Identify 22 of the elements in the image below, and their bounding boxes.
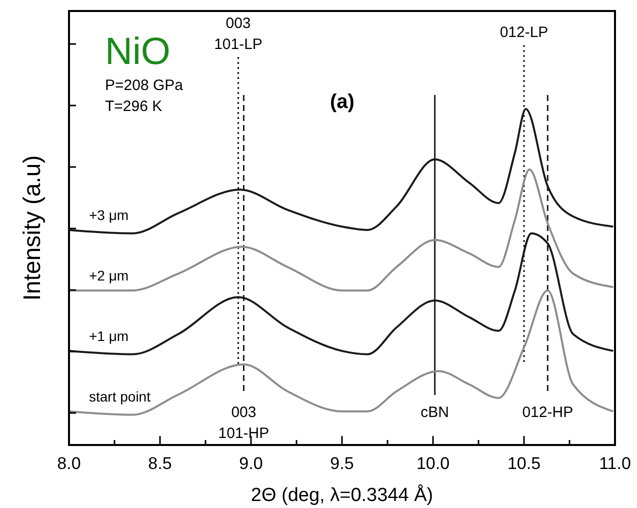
series-label: start point: [89, 388, 151, 404]
series-label: +2 μm: [89, 267, 129, 284]
chart-title: NiO: [105, 31, 170, 73]
ref-line-label: cBN: [420, 404, 449, 421]
text: P=208 GPa: [105, 77, 184, 94]
x-tick-label: 8.5: [148, 454, 172, 473]
x-tick-label: 8.0: [57, 454, 81, 473]
x-tick-label: 10.5: [507, 454, 541, 473]
ref-line-label: 003 101-HP: [218, 404, 270, 442]
series-label: +3 μm: [89, 206, 129, 223]
x-tick-label: 9.0: [239, 454, 263, 473]
annotation: (a): [330, 91, 354, 113]
annotation: T=296 K: [105, 98, 162, 115]
ref-line-label: 003 101-LP: [214, 15, 262, 53]
x-axis-title: 2Θ (deg, λ=0.3344 Å): [250, 484, 434, 506]
y-axis-title: Intensity (a.u): [19, 155, 46, 301]
x-tick-label: 9.5: [330, 454, 354, 473]
ref-line-label: 012-HP: [522, 404, 574, 421]
series-label: +1 μm: [89, 328, 129, 344]
x-tick-label: 11.0: [599, 454, 631, 473]
x-tick-label: 10.0: [416, 454, 450, 473]
ref-line-label: 012-LP: [500, 24, 548, 41]
